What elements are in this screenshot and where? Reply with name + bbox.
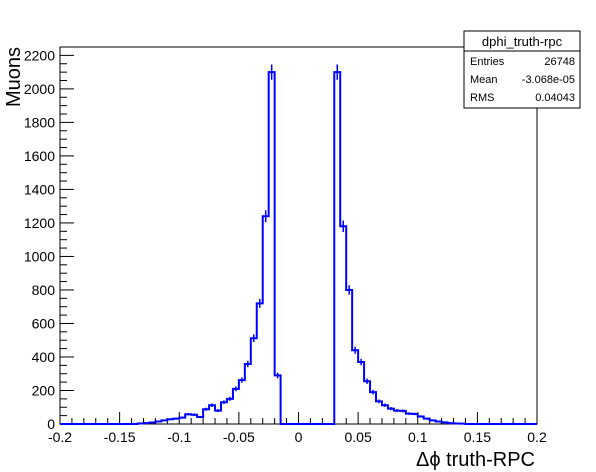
x-tick-label: -0.1 [167,429,191,445]
y-tick-label: 1400 [24,181,55,197]
x-tick-label: 0.1 [408,429,428,445]
x-axis-title: Δϕ truth-RPC [416,449,535,471]
stats-box: dphi_truth-rpc Entries 26748 Mean -3.068… [463,30,581,109]
x-tick-label: -0.15 [104,429,136,445]
stats-title: dphi_truth-rpc [482,34,563,49]
stats-rms-value: 0.04043 [535,92,575,104]
y-tick-label: 1000 [24,248,55,264]
x-tick-label: 0 [295,429,303,445]
y-tick-label: 800 [32,282,56,298]
x-tick-labels: -0.2 -0.15 -0.1 -0.05 0 0.05 0.1 0.15 0.2 [48,429,547,445]
x-tick-label: 0.05 [345,429,372,445]
histogram-series-line [60,71,537,425]
y-tick-label: 200 [32,382,56,398]
y-tick-label: 1200 [24,215,55,231]
y-tick-label: 1600 [24,148,55,164]
stats-rms-label: RMS [470,92,494,104]
y-tick-label: 400 [32,349,56,365]
axis-ticks [59,54,538,425]
y-tick-label: 1800 [24,114,55,130]
y-axis-title: Muons [3,47,25,107]
error-bars [139,64,464,424]
x-tick-label: 0.15 [464,429,491,445]
x-tick-label: -0.2 [48,429,72,445]
stats-entries-value: 26748 [544,56,575,68]
stats-mean-value: -3.068e-05 [522,74,575,86]
x-tick-label: 0.2 [527,429,547,445]
x-tick-label: -0.05 [223,429,255,445]
y-tick-label: 2200 [24,47,55,63]
y-tick-labels: 0 200 400 600 800 1000 1200 1400 1600 1800 2000 220… [24,47,55,432]
y-tick-label: 2000 [24,81,55,97]
stats-mean-label: Mean [470,74,498,86]
y-tick-label: 0 [47,416,55,432]
y-tick-label: 600 [32,315,56,331]
stats-entries-label: Entries [470,56,505,68]
